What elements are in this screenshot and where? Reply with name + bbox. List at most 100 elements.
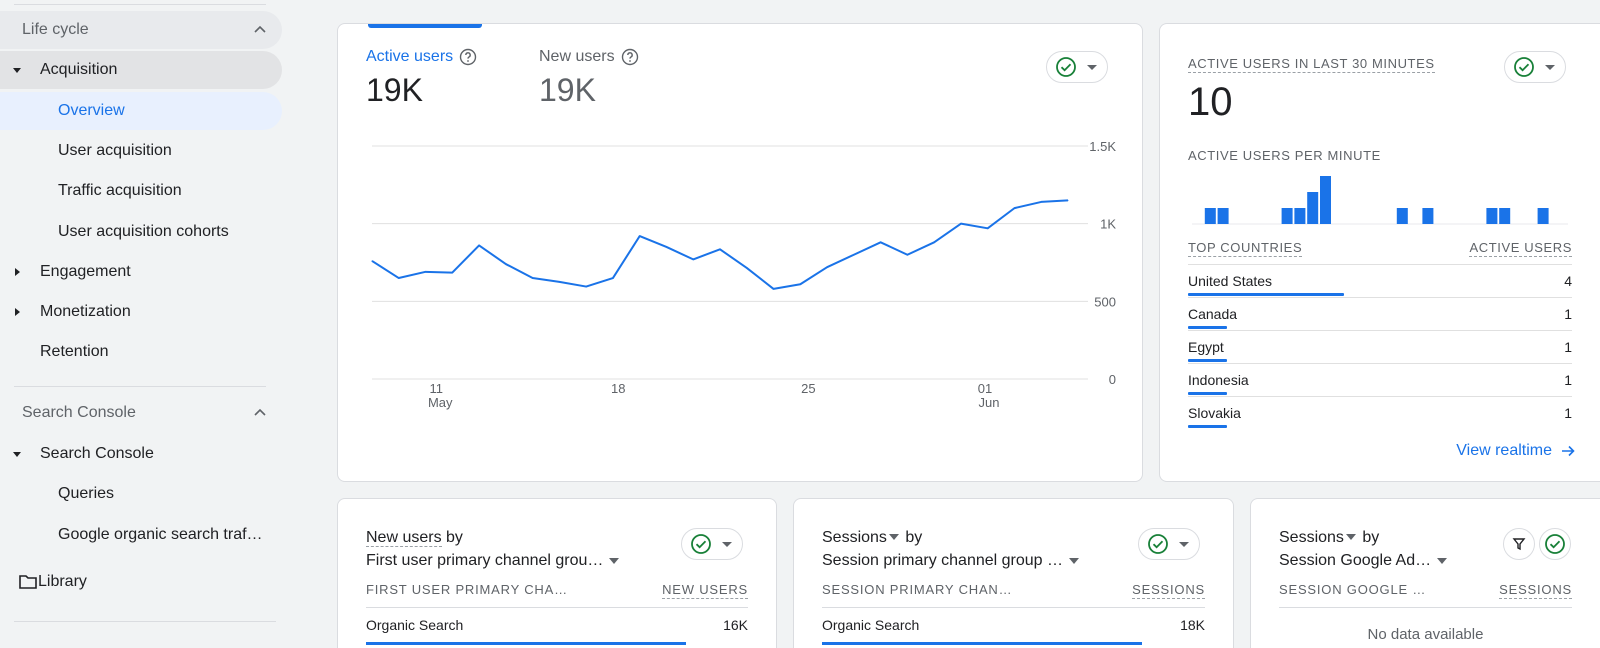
table-divider — [366, 607, 748, 608]
filter-icon — [1512, 538, 1526, 551]
table-column-header: FIRST USER PRIMARY CHA… — [366, 582, 568, 597]
data-point — [906, 254, 908, 256]
metric-selector[interactable]: New users — [366, 529, 442, 547]
sidebar-section-search-console[interactable]: Search Console — [0, 394, 282, 432]
sidebar-divider — [14, 621, 276, 622]
sidebar-item-label: Overview — [58, 102, 125, 119]
per-minute-bar — [1320, 176, 1331, 224]
sidebar-item-label: Queries — [58, 485, 115, 502]
caret-right-icon — [15, 308, 20, 316]
per-minute-bar — [1486, 208, 1498, 224]
data-point — [880, 241, 882, 243]
card-status-button[interactable] — [1539, 528, 1571, 560]
sidebar-item-label: Library — [38, 573, 87, 590]
data-point — [692, 258, 694, 260]
country-bar — [1188, 326, 1227, 329]
per-minute-bar — [1204, 208, 1216, 224]
per-minute-bar — [1294, 208, 1306, 224]
country-row: Indonesia 1 — [1188, 363, 1572, 396]
per-minute-label: ACTIVE USERS PER MINUTE — [1188, 148, 1381, 163]
tab-new-users[interactable]: New users — [539, 48, 639, 66]
x-tick-month-label: May — [428, 395, 453, 410]
view-realtime-link[interactable]: View realtime — [1456, 442, 1576, 460]
sidebar-section-lifecycle[interactable]: Life cycle — [0, 11, 282, 49]
data-point — [853, 254, 855, 256]
metric-selector[interactable]: Sessions — [822, 529, 887, 546]
realtime-status-button[interactable] — [1504, 51, 1566, 83]
dimension-selector[interactable]: First user primary channel grou… — [366, 552, 620, 570]
sidebar-item-traffic-acquisition[interactable]: Traffic acquisition — [0, 172, 282, 210]
caret-down-icon — [13, 452, 21, 457]
table-column-header[interactable]: SESSIONS — [1132, 582, 1205, 599]
country-bar — [1188, 392, 1227, 395]
chevron-up-icon — [254, 408, 266, 416]
sidebar-item-label: User acquisition — [58, 142, 172, 159]
sidebar-item-label: Monetization — [40, 303, 131, 320]
tab-active-users[interactable]: Active users — [366, 48, 477, 66]
sidebar-item-monetization[interactable]: Monetization — [0, 293, 282, 331]
per-minute-bar — [1422, 208, 1434, 224]
country-name: Slovakia — [1188, 405, 1241, 421]
sidebar-item-user-acquisition[interactable]: User acquisition — [0, 132, 282, 170]
dropdown-caret-icon — [1545, 64, 1555, 70]
data-point — [933, 241, 935, 243]
country-name: Indonesia — [1188, 372, 1249, 388]
sidebar-item-overview[interactable]: Overview — [0, 92, 282, 130]
table-row-label: Organic Search — [366, 617, 464, 633]
dimension-selector[interactable]: Session primary channel group … — [822, 552, 1080, 570]
realtime-active-users-value: 10 — [1188, 80, 1233, 124]
table-column-header: SESSION PRIMARY CHAN… — [822, 582, 1013, 597]
metric-selector[interactable]: Sessions — [1279, 529, 1344, 546]
check-circle-icon — [1148, 534, 1168, 554]
dropdown-caret-icon — [888, 534, 899, 540]
table-column-header[interactable]: SESSIONS — [1499, 582, 1572, 599]
card-title: New users by — [366, 529, 463, 547]
dropdown-caret-icon — [1437, 558, 1448, 564]
data-point — [558, 281, 560, 283]
help-icon[interactable] — [621, 48, 639, 66]
card-title-by: by — [1357, 529, 1380, 546]
country-bar — [1188, 293, 1344, 296]
sidebar-item-google-organic-search[interactable]: Google organic search traf… — [0, 516, 282, 554]
sidebar-section-label: Life cycle — [22, 21, 89, 38]
table-column-header[interactable]: NEW USERS — [662, 582, 748, 599]
sidebar-item-queries[interactable]: Queries — [0, 475, 282, 513]
per-minute-bar — [1537, 208, 1549, 224]
dropdown-caret-icon — [609, 558, 620, 564]
active-users-series-line — [371, 199, 1069, 290]
data-point — [451, 272, 453, 274]
dimension-selector[interactable]: Session Google Ad… — [1279, 552, 1448, 570]
y-tick-label: 0 — [1109, 372, 1116, 387]
sidebar-item-user-acquisition-cohorts[interactable]: User acquisition cohorts — [0, 213, 282, 251]
active-users-value: 19K — [366, 72, 423, 108]
sidebar-item-retention[interactable]: Retention — [0, 333, 282, 371]
help-icon[interactable] — [459, 48, 477, 66]
filter-button[interactable] — [1503, 528, 1535, 560]
folder-icon — [19, 575, 37, 589]
sidebar-item-engagement[interactable]: Engagement — [0, 253, 282, 291]
sidebar-item-label: Acquisition — [40, 61, 118, 78]
country-bar — [1188, 425, 1227, 428]
dropdown-caret-icon — [1345, 534, 1356, 540]
card-status-button[interactable] — [1138, 528, 1200, 560]
sidebar-item-acquisition[interactable]: Acquisition — [0, 51, 282, 89]
x-tick-label: 11 — [429, 381, 443, 396]
table-column-header: SESSION GOOGLE … — [1279, 582, 1427, 597]
comparison-status-button[interactable] — [1046, 51, 1108, 83]
sidebar-item-search-console[interactable]: Search Console — [0, 435, 282, 473]
card-title-by: by — [900, 529, 923, 546]
sessions-by-channel-card: Sessions by Session primary channel grou… — [793, 498, 1234, 648]
table-row-value: 18K — [1180, 617, 1205, 633]
metric-label: Active users — [366, 48, 454, 65]
realtime-card: ACTIVE USERS IN LAST 30 MINUTES 10 ACTIV… — [1159, 23, 1600, 482]
country-value: 1 — [1564, 306, 1572, 322]
data-point — [799, 283, 801, 285]
y-tick-label: 1.5K — [1089, 139, 1116, 154]
per-minute-bar — [1396, 208, 1408, 224]
card-status-button[interactable] — [681, 528, 743, 560]
data-point — [719, 248, 721, 250]
top-countries-header: TOP COUNTRIES — [1188, 240, 1303, 257]
sidebar-item-label: Retention — [40, 343, 109, 360]
sidebar-item-library[interactable]: Library — [0, 563, 282, 601]
view-realtime-label: View realtime — [1456, 442, 1552, 459]
